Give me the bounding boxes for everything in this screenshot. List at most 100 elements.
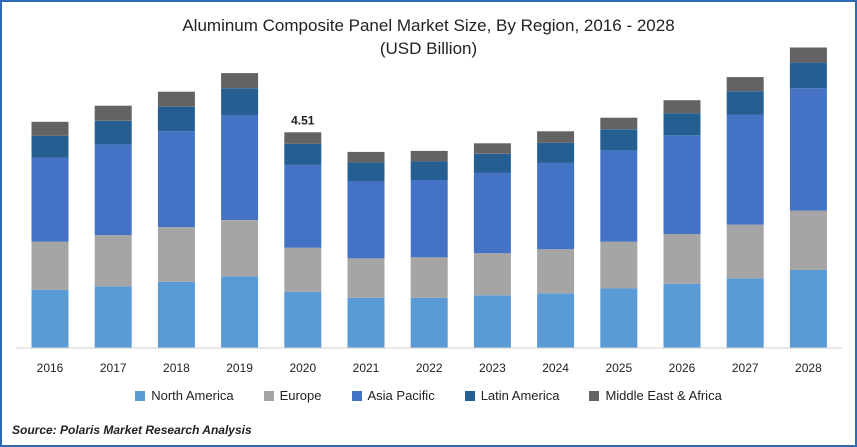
bar-segment-2025-3 [600,129,638,151]
x-tick-label-2018: 2018 [163,361,190,375]
bar-segment-2025-2 [600,150,638,242]
bar-segment-2016-1 [31,241,69,290]
bar-segment-2017-3 [94,120,132,145]
legend-item-0: North America [135,388,234,403]
bar-segment-2023-3 [473,153,511,173]
bar-segment-2018-3 [157,106,195,132]
x-tick-labels: 2016 2017 2018 2019 2020 2021 2022 2023 2024 2025… [37,361,822,375]
bar-segment-2022-1 [410,257,448,298]
bar-segment-2018-0 [157,281,195,348]
data-labels: 4.51 [291,113,315,127]
bar-segment-2022-4 [410,150,448,162]
bar-segment-2027-4 [726,77,764,92]
x-tick-label-2017: 2017 [100,361,127,375]
bar-segment-2022-2 [410,180,448,258]
x-tick-label-2019: 2019 [226,361,253,375]
bar-segment-2027-1 [726,224,764,279]
bar-segment-2028-2 [789,88,827,211]
bar-segment-2017-1 [94,235,132,287]
x-tick-label-2022: 2022 [416,361,443,375]
legend-item-4: Middle East & Africa [589,388,722,403]
bar-segment-2020-4 [284,132,322,144]
bar-segment-2017-0 [94,286,132,348]
legend-item-1: Europe [263,388,322,403]
x-tick-label-2016: 2016 [37,361,64,375]
x-tick-label-2021: 2021 [353,361,380,375]
legend-swatch [135,390,146,401]
bar-segment-2026-3 [663,113,701,136]
bar-segment-2018-2 [157,131,195,228]
bar-segment-2028-4 [789,47,827,63]
bar-segment-2016-0 [31,289,69,348]
bar-segment-2019-2 [221,115,259,220]
bar-segment-2021-2 [347,181,385,259]
bar-segment-2019-3 [221,88,259,116]
x-tick-label-2026: 2026 [669,361,696,375]
bar-segment-2021-0 [347,297,385,348]
bar-segment-2021-4 [347,151,385,163]
bar-segment-2024-3 [537,142,575,163]
bar-segment-2024-0 [537,293,575,348]
legend: North America Europe Asia Pacific Latin Ame… [2,388,855,403]
legend-item-2: Asia Pacific [351,388,435,403]
bar-segment-2023-0 [473,295,511,348]
x-tick-label-2020: 2020 [289,361,316,375]
bar-segment-2028-1 [789,210,827,270]
legend-item-3: Latin America [464,388,560,403]
bar-segment-2019-0 [221,276,259,348]
bar-segment-2018-4 [157,91,195,107]
bar-segment-2025-1 [600,241,638,289]
data-label-2020: 4.51 [291,113,315,127]
chart-subtitle: (USD Billion) [379,39,478,58]
bar-segment-2027-0 [726,278,764,348]
bar-segment-2026-4 [663,100,701,114]
bar-segment-2024-2 [537,162,575,250]
bar-segment-2025-4 [600,117,638,130]
bar-segment-2024-4 [537,131,575,143]
bar-segment-2026-0 [663,283,701,348]
legend-swatch [589,390,600,401]
bar-segment-2023-1 [473,253,511,296]
bar-segment-2017-4 [94,105,132,121]
legend-label: North America [151,388,234,403]
bar-segment-2020-1 [284,247,322,292]
bar-segment-2023-2 [473,172,511,254]
bar-segment-2023-4 [473,143,511,154]
bar-segment-2020-3 [284,143,322,165]
bar-segment-2027-3 [726,91,764,115]
bar-segment-2019-4 [221,73,259,89]
bar-segment-2025-0 [600,288,638,348]
legend-label: Middle East & Africa [605,388,722,403]
legend-label: Europe [279,388,322,403]
bar-segment-2016-4 [31,121,69,136]
bar-segment-2019-1 [221,220,259,277]
legend-swatch [263,390,274,401]
chart-title: Aluminum Composite Panel Market Size, By… [182,16,675,35]
bar-segment-2026-1 [663,234,701,284]
bar-segment-2017-2 [94,144,132,236]
bar-segment-2021-3 [347,162,385,181]
legend-swatch [351,390,362,401]
legend-label: Latin America [480,388,560,403]
bar-segment-2020-0 [284,291,322,348]
bar-segment-2016-3 [31,135,69,158]
bar-segment-2016-2 [31,157,69,242]
x-tick-label-2025: 2025 [605,361,632,375]
legend-label: Asia Pacific [367,388,435,403]
x-tick-label-2024: 2024 [542,361,569,375]
bar-segment-2026-2 [663,135,701,235]
x-tick-label-2028: 2028 [795,361,822,375]
legend-swatch [464,390,475,401]
bar-segment-2022-0 [410,297,448,348]
bar-segment-2018-1 [157,227,195,282]
bars-group [31,47,827,348]
bar-segment-2021-1 [347,258,385,298]
bar-segment-2024-1 [537,249,575,294]
x-tick-label-2023: 2023 [479,361,506,375]
x-tick-label-2027: 2027 [732,361,759,375]
source-note: Source: Polaris Market Research Analysis [12,423,252,437]
chart-title-block: Aluminum Composite Panel Market Size, By… [2,14,855,60]
bar-segment-2020-2 [284,164,322,248]
